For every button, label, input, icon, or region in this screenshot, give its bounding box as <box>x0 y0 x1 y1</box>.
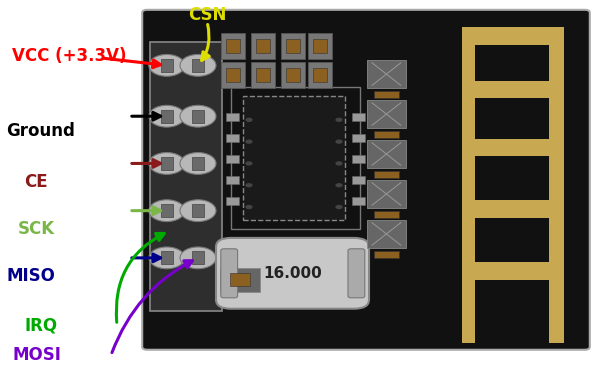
Bar <box>549 27 564 343</box>
Circle shape <box>335 139 343 144</box>
Circle shape <box>245 205 253 209</box>
Bar <box>192 110 204 123</box>
FancyBboxPatch shape <box>251 33 275 59</box>
Bar <box>243 96 345 220</box>
Circle shape <box>335 205 343 209</box>
Bar <box>462 27 564 45</box>
Bar <box>374 171 399 178</box>
Bar <box>374 91 399 98</box>
FancyBboxPatch shape <box>308 33 332 59</box>
FancyBboxPatch shape <box>281 33 305 59</box>
Circle shape <box>335 183 343 187</box>
Circle shape <box>180 200 216 221</box>
Bar <box>230 273 250 286</box>
Bar <box>462 81 549 98</box>
Text: Ground: Ground <box>6 122 75 140</box>
Circle shape <box>149 200 185 221</box>
FancyBboxPatch shape <box>221 249 238 298</box>
Circle shape <box>245 139 253 144</box>
Bar <box>462 262 549 280</box>
FancyBboxPatch shape <box>142 10 590 350</box>
FancyBboxPatch shape <box>367 100 406 128</box>
Circle shape <box>245 161 253 166</box>
FancyBboxPatch shape <box>216 238 369 309</box>
Circle shape <box>335 161 343 166</box>
Bar <box>256 68 270 82</box>
Bar <box>374 131 399 138</box>
FancyBboxPatch shape <box>281 62 305 88</box>
Circle shape <box>335 118 343 122</box>
FancyBboxPatch shape <box>251 62 275 88</box>
Circle shape <box>180 55 216 76</box>
Bar <box>352 134 365 142</box>
FancyBboxPatch shape <box>220 268 260 292</box>
FancyBboxPatch shape <box>221 33 245 59</box>
FancyBboxPatch shape <box>231 87 360 229</box>
Bar <box>226 197 239 205</box>
FancyBboxPatch shape <box>367 140 406 168</box>
Text: MOSI: MOSI <box>12 346 61 364</box>
Bar <box>313 68 327 82</box>
FancyBboxPatch shape <box>348 249 365 298</box>
Bar <box>374 251 399 258</box>
Bar <box>286 68 300 82</box>
Bar <box>352 113 365 121</box>
FancyBboxPatch shape <box>367 220 406 248</box>
Circle shape <box>245 118 253 122</box>
FancyBboxPatch shape <box>367 60 406 88</box>
Circle shape <box>180 105 216 127</box>
Circle shape <box>149 105 185 127</box>
Text: CSN: CSN <box>188 5 226 23</box>
Bar <box>161 251 173 264</box>
Bar <box>256 39 270 53</box>
Bar <box>161 110 173 123</box>
Bar <box>226 68 240 82</box>
Text: MISO: MISO <box>6 267 55 285</box>
Bar <box>192 251 204 264</box>
Text: VCC (+3.3V): VCC (+3.3V) <box>12 47 127 65</box>
Bar <box>192 59 204 72</box>
Bar <box>226 134 239 142</box>
Bar <box>226 176 239 184</box>
Bar <box>161 204 173 217</box>
FancyBboxPatch shape <box>367 180 406 208</box>
Text: IRQ: IRQ <box>24 316 57 334</box>
Bar <box>462 27 475 343</box>
Bar <box>352 176 365 184</box>
Bar <box>462 139 549 156</box>
Circle shape <box>149 247 185 269</box>
Bar <box>352 155 365 163</box>
Text: 16.000: 16.000 <box>263 266 322 281</box>
Bar <box>352 197 365 205</box>
Bar <box>161 157 173 170</box>
FancyBboxPatch shape <box>150 42 222 310</box>
Text: SCK: SCK <box>18 220 55 238</box>
Circle shape <box>180 153 216 174</box>
Bar <box>226 113 239 121</box>
FancyBboxPatch shape <box>221 62 245 88</box>
Circle shape <box>149 153 185 174</box>
Bar <box>374 211 399 218</box>
Bar <box>192 157 204 170</box>
Bar <box>226 39 240 53</box>
Circle shape <box>149 55 185 76</box>
Bar <box>462 201 549 218</box>
Circle shape <box>245 183 253 187</box>
Bar <box>161 59 173 72</box>
Text: CE: CE <box>24 173 47 191</box>
Bar <box>313 39 327 53</box>
Bar <box>192 204 204 217</box>
FancyBboxPatch shape <box>308 62 332 88</box>
Bar <box>226 155 239 163</box>
Circle shape <box>180 247 216 269</box>
Bar <box>286 39 300 53</box>
